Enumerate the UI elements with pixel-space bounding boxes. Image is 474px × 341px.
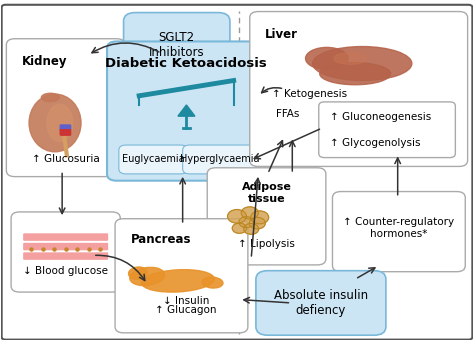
FancyBboxPatch shape <box>332 192 465 272</box>
FancyBboxPatch shape <box>119 145 187 174</box>
FancyBboxPatch shape <box>107 42 265 181</box>
Text: FFAs: FFAs <box>276 109 299 119</box>
Text: ↑ Ketogenesis: ↑ Ketogenesis <box>273 89 347 99</box>
FancyBboxPatch shape <box>60 130 71 135</box>
FancyBboxPatch shape <box>24 234 108 240</box>
Circle shape <box>239 217 254 227</box>
FancyBboxPatch shape <box>24 243 108 250</box>
Circle shape <box>228 210 246 223</box>
Ellipse shape <box>334 53 367 64</box>
Text: ↑ Glucagon: ↑ Glucagon <box>155 305 217 315</box>
Text: Diabetic Ketoacidosis: Diabetic Ketoacidosis <box>105 57 267 70</box>
FancyBboxPatch shape <box>182 145 256 174</box>
Text: ↑ Counter-regulatory
hormones*: ↑ Counter-regulatory hormones* <box>343 218 455 239</box>
Circle shape <box>232 223 246 233</box>
Text: Pancreas: Pancreas <box>131 233 191 246</box>
Ellipse shape <box>306 47 348 70</box>
Text: ↓ Blood glucose: ↓ Blood glucose <box>23 266 108 277</box>
Ellipse shape <box>313 46 412 80</box>
Ellipse shape <box>130 267 164 286</box>
Text: ↓ Insulin: ↓ Insulin <box>163 296 210 306</box>
FancyBboxPatch shape <box>1 5 473 340</box>
Ellipse shape <box>319 63 391 85</box>
Ellipse shape <box>47 104 73 142</box>
Ellipse shape <box>41 93 59 102</box>
Polygon shape <box>178 105 195 116</box>
Circle shape <box>241 207 258 219</box>
FancyBboxPatch shape <box>207 168 326 265</box>
Ellipse shape <box>202 277 223 288</box>
Text: Absolute insulin
defiency: Absolute insulin defiency <box>274 289 368 317</box>
Text: ↑ Lipolysis: ↑ Lipolysis <box>238 239 295 249</box>
Text: ↑ Glucosuria: ↑ Glucosuria <box>32 153 100 164</box>
Ellipse shape <box>141 270 214 292</box>
FancyBboxPatch shape <box>60 125 71 130</box>
Text: SGLT2
Inhibitors: SGLT2 Inhibitors <box>149 31 205 59</box>
FancyBboxPatch shape <box>250 12 468 166</box>
FancyBboxPatch shape <box>115 219 248 333</box>
FancyBboxPatch shape <box>11 212 120 292</box>
Text: ↑ Gluconeogenesis: ↑ Gluconeogenesis <box>330 112 431 122</box>
FancyBboxPatch shape <box>256 271 386 335</box>
Circle shape <box>249 217 265 229</box>
FancyBboxPatch shape <box>319 102 456 158</box>
FancyBboxPatch shape <box>6 39 125 177</box>
Text: Kidney: Kidney <box>22 55 67 68</box>
Text: Euglycaemia: Euglycaemia <box>122 154 184 164</box>
FancyBboxPatch shape <box>24 253 108 259</box>
Text: Adipose
tissue: Adipose tissue <box>242 182 292 204</box>
Ellipse shape <box>128 267 147 279</box>
Text: Liver: Liver <box>265 28 298 41</box>
Text: ↑ Glycogenolysis: ↑ Glycogenolysis <box>330 138 420 148</box>
Circle shape <box>251 211 269 224</box>
Ellipse shape <box>29 94 81 152</box>
FancyBboxPatch shape <box>124 13 230 77</box>
Text: Hyperglycaemia: Hyperglycaemia <box>180 154 259 164</box>
Circle shape <box>244 223 259 234</box>
